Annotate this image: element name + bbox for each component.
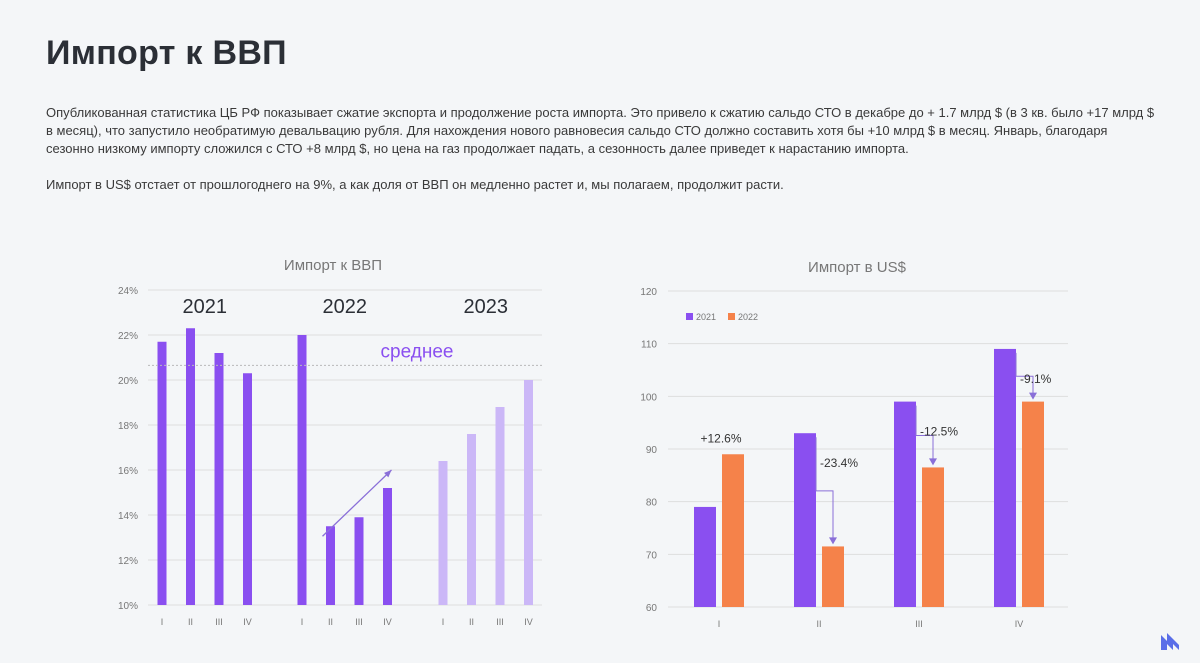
legend-swatch-2021 [686,313,693,320]
y-tick-label: 120 [640,287,657,298]
average-label: среднее [381,341,454,362]
bar-2021-IV [994,348,1016,607]
bar-2021-III [894,401,916,607]
group-label-2022: 2022 [323,296,368,318]
bar-2022-I [297,335,307,605]
change-label: -9.1% [1020,372,1052,386]
x-tick-label: I [442,617,445,627]
trend-arrow-head [384,470,392,478]
y-tick-label: 70 [646,550,658,561]
change-arrow-head [929,458,937,466]
slide-body-text: Опубликованная статистика ЦБ РФ показыва… [46,104,1156,194]
x-tick-label: II [816,619,821,629]
legend-swatch-2022 [728,313,735,320]
bar-2022-III [354,517,364,605]
y-tick-label: 12% [118,556,138,567]
bar-2022-III [922,467,944,607]
x-tick-label: IV [243,617,252,627]
y-tick-label: 60 [646,603,658,614]
change-arrow-line [1015,352,1034,396]
bar-2022-I [722,454,744,607]
bar-2023-III [495,407,505,605]
bar-2023-I [438,461,448,605]
y-tick-label: 14% [118,511,138,522]
bar-2022-IV [1022,401,1044,607]
change-arrow-head [1029,392,1037,400]
x-tick-label: II [188,617,193,627]
bar-2021-III [214,353,224,605]
x-tick-label: III [915,619,923,629]
change-arrow-line [915,405,934,462]
y-tick-label: 90 [646,445,658,456]
body-paragraph-1: Опубликованная статистика ЦБ РФ показыва… [46,105,1155,156]
bar-2022-IV [383,488,392,605]
bar-2023-IV [524,380,533,605]
bar-2021-I [694,506,716,607]
y-tick-label: 24% [118,286,138,297]
trend-arrow-line [322,469,392,537]
change-label: -23.4% [820,456,858,470]
x-tick-label: II [469,617,474,627]
bar-2023-II [467,434,476,605]
x-tick-label: I [161,617,164,627]
change-arrow-head [829,537,837,545]
y-tick-label: 80 [646,498,658,509]
bar-2022-II [326,526,335,605]
legend-label-2021: 2021 [696,312,716,322]
y-tick-label: 16% [118,466,138,477]
bar-2021-IV [243,373,252,605]
chart-title: Импорт в US$ [808,259,907,276]
bar-2021-II [186,328,195,605]
y-tick-label: 10% [118,601,138,612]
group-label-2023: 2023 [464,296,509,318]
x-tick-label: I [301,617,304,627]
y-tick-label: 22% [118,331,138,342]
x-tick-label: IV [383,617,392,627]
page-title: Импорт к ВВП [46,34,287,72]
x-tick-label: III [215,617,223,627]
x-tick-label: III [496,617,504,627]
y-tick-label: 18% [118,421,138,432]
x-tick-label: II [328,617,333,627]
bar-2021-II [794,433,816,607]
y-tick-label: 100 [640,392,657,403]
bar-2021-I [157,341,167,605]
chart-title: Импорт к ВВП [284,257,382,274]
brand-logo-icon [1161,633,1179,650]
change-label: +12.6% [700,431,741,445]
x-tick-label: III [355,617,363,627]
body-paragraph-2: Импорт в US$ отстает от прошлогоднего на… [46,177,784,192]
x-tick-label: IV [524,617,533,627]
bar-2022-II [822,546,844,607]
y-tick-label: 110 [641,340,657,351]
x-tick-label: IV [1015,619,1024,629]
legend-label-2022: 2022 [738,312,758,322]
change-label: -12.5% [920,425,958,439]
x-tick-label: I [718,619,721,629]
change-arrow-line [815,437,834,541]
group-label-2021: 2021 [183,296,228,318]
y-tick-label: 20% [118,376,138,387]
